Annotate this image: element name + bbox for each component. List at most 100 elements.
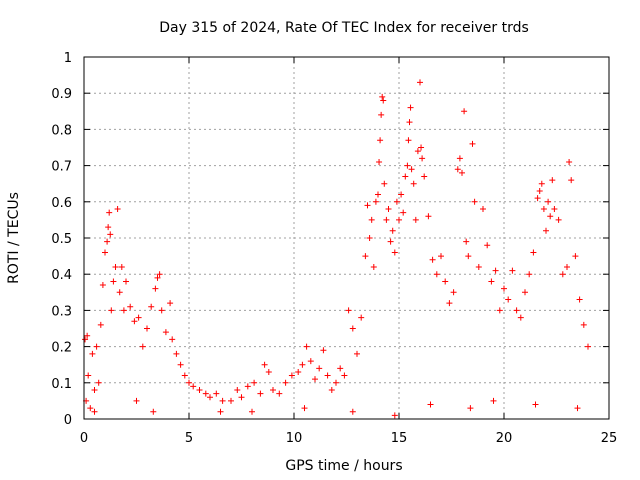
data-point xyxy=(116,289,123,296)
data-point xyxy=(380,97,387,104)
data-point xyxy=(551,206,558,213)
data-point xyxy=(91,387,98,394)
data-point xyxy=(566,158,573,165)
data-point xyxy=(410,180,417,187)
data-point xyxy=(190,383,197,390)
data-point xyxy=(475,263,482,270)
data-point xyxy=(377,137,384,144)
data-point xyxy=(419,155,426,162)
data-point xyxy=(345,307,352,314)
data-point xyxy=(442,278,449,285)
data-point xyxy=(433,271,440,278)
data-point xyxy=(396,216,402,223)
data-point xyxy=(379,93,386,100)
data-point xyxy=(522,289,528,296)
data-point xyxy=(303,343,310,350)
data-point xyxy=(89,350,96,357)
data-point xyxy=(97,321,104,328)
data-point xyxy=(389,227,396,234)
data-point xyxy=(459,169,465,176)
data-point xyxy=(85,372,92,379)
data-point xyxy=(249,408,255,415)
data-point xyxy=(114,206,121,213)
data-point xyxy=(513,307,520,314)
data-point xyxy=(545,198,552,205)
grid-lines xyxy=(84,57,609,419)
data-point xyxy=(405,137,412,144)
data-point xyxy=(501,285,507,292)
data-point xyxy=(505,296,512,303)
data-point xyxy=(152,285,159,292)
x-tick-label: 5 xyxy=(185,431,193,446)
data-point xyxy=(148,303,155,310)
data-point xyxy=(454,166,461,173)
data-point xyxy=(467,405,474,412)
data-point xyxy=(370,263,377,270)
y-tick-label: 1 xyxy=(64,51,72,66)
data-point xyxy=(265,368,272,375)
data-point xyxy=(276,390,283,397)
data-point xyxy=(295,368,302,375)
data-point xyxy=(196,387,203,394)
data-point xyxy=(400,209,407,216)
data-point xyxy=(496,307,503,314)
data-point xyxy=(427,401,434,408)
y-tick-label: 0.4 xyxy=(51,268,72,283)
data-point xyxy=(104,238,111,245)
data-point xyxy=(408,166,415,173)
data-point xyxy=(177,361,184,368)
tick-marks xyxy=(83,56,610,420)
data-point xyxy=(154,274,161,281)
x-tick-label: 10 xyxy=(286,431,303,446)
data-point xyxy=(349,408,356,415)
data-point xyxy=(349,325,356,332)
data-point xyxy=(120,307,127,314)
data-point xyxy=(488,278,495,285)
data-point xyxy=(378,111,385,118)
y-tick-label: 0 xyxy=(64,413,72,428)
data-point xyxy=(549,177,556,184)
data-point xyxy=(234,387,241,394)
data-point xyxy=(576,296,583,303)
data-point xyxy=(490,397,497,404)
data-point xyxy=(213,390,220,397)
data-point xyxy=(251,379,258,386)
data-point xyxy=(429,256,436,263)
data-point xyxy=(257,390,264,397)
data-point xyxy=(162,329,169,336)
data-point xyxy=(366,235,373,241)
data-point xyxy=(158,307,165,314)
data-point xyxy=(328,387,335,394)
data-point xyxy=(341,372,348,379)
data-point xyxy=(417,79,423,86)
data-point xyxy=(93,343,100,350)
data-point xyxy=(358,314,365,321)
data-point xyxy=(202,390,209,397)
data-point xyxy=(324,372,331,379)
data-point xyxy=(110,278,117,285)
chart-title: Day 315 of 2024, Rate Of TEC Index for r… xyxy=(159,20,529,36)
data-point xyxy=(530,249,537,256)
y-tick-label: 0.8 xyxy=(51,123,72,138)
data-point xyxy=(446,300,453,307)
data-point xyxy=(376,158,383,165)
x-axis-label: GPS time / hours xyxy=(285,458,402,474)
data-point xyxy=(244,383,251,390)
data-point xyxy=(173,350,180,357)
data-point xyxy=(456,155,463,162)
data-point xyxy=(261,361,268,368)
data-point xyxy=(385,206,392,213)
y-tick-label: 0.5 xyxy=(51,232,72,247)
x-tick-labels: 0 5 10 15 20 25 xyxy=(80,431,617,446)
data-point xyxy=(118,263,125,270)
data-point xyxy=(463,238,470,245)
data-point xyxy=(238,394,245,401)
data-point xyxy=(391,249,398,256)
data-point xyxy=(547,213,554,220)
data-point xyxy=(219,397,226,404)
data-point xyxy=(398,191,405,198)
data-point xyxy=(105,224,112,231)
data-point xyxy=(387,238,394,245)
data-point xyxy=(133,397,140,404)
